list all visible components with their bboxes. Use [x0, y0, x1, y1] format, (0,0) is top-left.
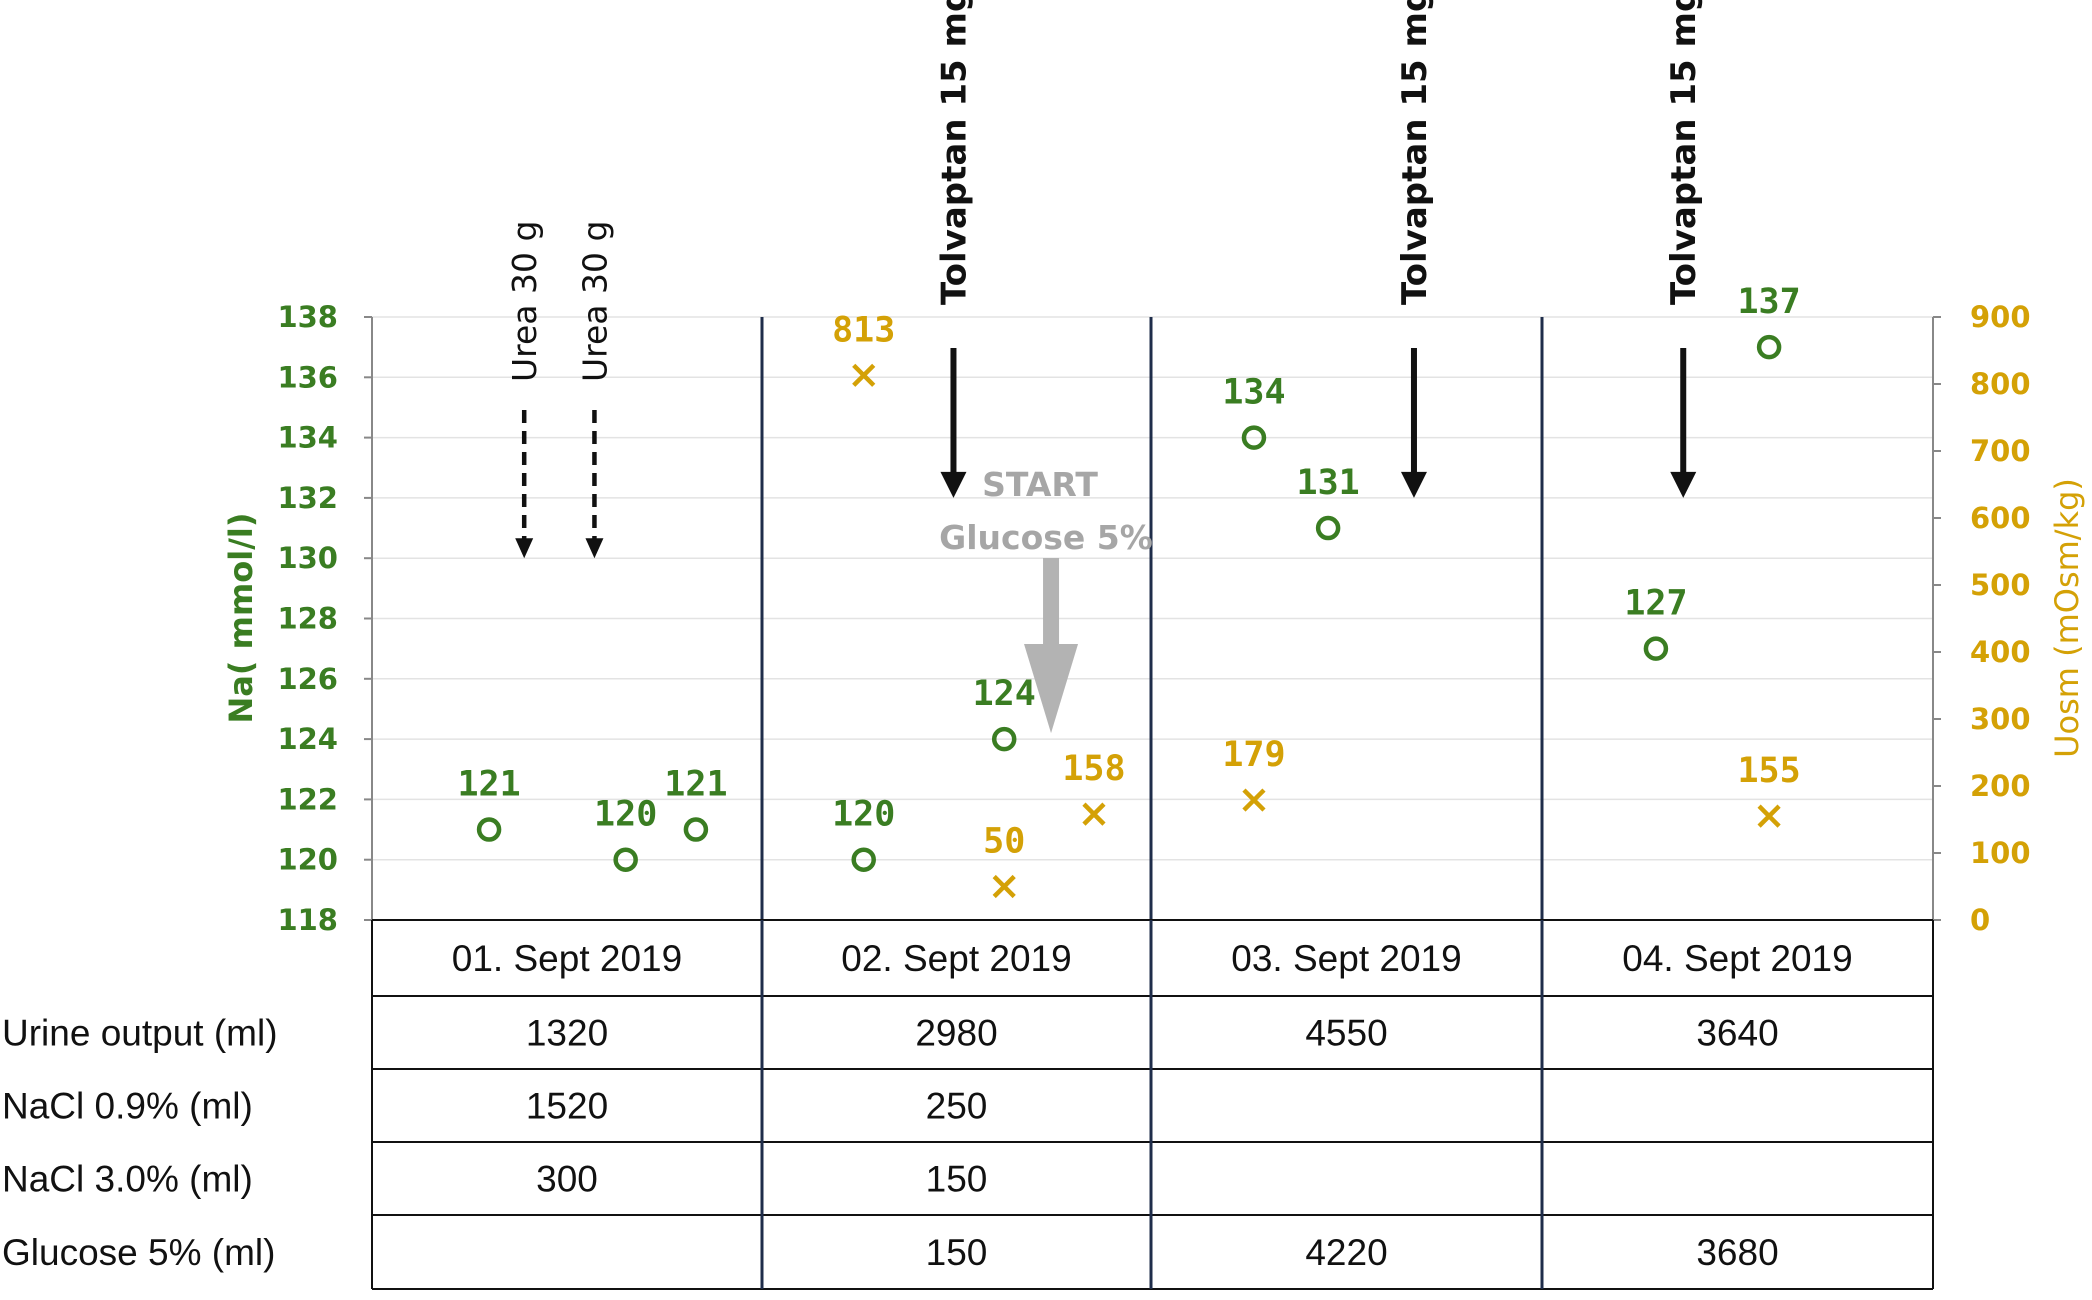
row-label: Urine output (ml) [2, 1013, 278, 1054]
left-tick-label: 136 [277, 360, 338, 394]
uosm-value-label: 50 [983, 822, 1025, 862]
uosm-point [1082, 802, 1106, 826]
uosm-point [1757, 804, 1781, 828]
na-point [1315, 515, 1341, 541]
uosm-point [852, 363, 876, 387]
uosm-value-label: 179 [1222, 735, 1285, 775]
table-cell: 250 [926, 1086, 988, 1127]
na-value-label: 127 [1624, 584, 1687, 624]
left-tick-label: 124 [277, 722, 338, 756]
row-label: NaCl 0.9% (ml) [2, 1086, 253, 1127]
urea-arrow-head [585, 538, 604, 559]
na-point [851, 847, 876, 872]
uosm-value-label: 813 [832, 310, 895, 350]
right-tick-label: 500 [1970, 568, 2031, 602]
right-tick-label: 400 [1970, 635, 2031, 669]
uosm-value-label: 158 [1062, 749, 1125, 789]
right-tick-label: 700 [1970, 434, 2031, 468]
table-cell: 4550 [1305, 1013, 1387, 1054]
na-point [1241, 425, 1267, 450]
right-tick-label: 0 [1970, 903, 1990, 937]
left-tick-label: 130 [277, 541, 338, 575]
table-cell: 1520 [526, 1086, 608, 1127]
left-axis-title: Na( mmol/l) [222, 512, 260, 723]
annotations: Urea 30 g Urea 30 g Tolvaptan 15 mg Tolvapt… [505, 0, 1704, 734]
na-value-label: 121 [457, 765, 520, 805]
left-tick-label: 134 [277, 421, 338, 455]
na-value-label: 134 [1222, 373, 1285, 413]
na-value-label: 121 [664, 765, 727, 805]
na-point [1643, 636, 1669, 661]
tolvaptan-dose-label: Tolvaptan 15 mg [1664, 0, 1704, 305]
right-axis-title: Uosm (mOsm/kg) [2048, 478, 2086, 758]
day-header: 02. Sept 2019 [841, 938, 1071, 979]
data-table: 01. Sept 2019 02. Sept 2019 03. Sept 2019 0… [2, 919, 1934, 1290]
gridlines [372, 316, 1933, 920]
row-label: Glucose 5% (ml) [2, 1232, 275, 1273]
na-value-label: 120 [594, 795, 657, 835]
day-header: 03. Sept 2019 [1231, 938, 1461, 979]
urea-dose-label: Urea 30 g [575, 221, 614, 382]
table-cell: 3680 [1696, 1232, 1778, 1273]
left-tick-label: 138 [277, 300, 338, 334]
na-point [613, 847, 638, 872]
table-cell: 4220 [1305, 1232, 1387, 1273]
na-value-label: 120 [832, 795, 895, 835]
na-value-label: 137 [1737, 282, 1800, 322]
left-tick-label: 132 [277, 481, 338, 515]
glucose-arrow-shaft [1043, 558, 1060, 646]
tolvaptan-arrow-head [1670, 471, 1697, 498]
right-tick-label: 100 [1970, 836, 2031, 870]
axes: 118 120 122 124 126 128 130 132 134 136 138 0 100 200… [222, 300, 2086, 937]
left-tick-label: 128 [277, 602, 338, 636]
day-header: 04. Sept 2019 [1622, 938, 1852, 979]
table-cell: 3640 [1696, 1013, 1778, 1054]
row-label: NaCl 3.0% (ml) [2, 1159, 253, 1200]
na-value-label: 124 [973, 674, 1036, 714]
glucose-arrow-head [1024, 644, 1079, 734]
left-tick-label: 122 [277, 782, 338, 816]
urea-dose-label: Urea 30 g [505, 221, 544, 382]
table-cell: 2980 [915, 1013, 997, 1054]
day-header: 01. Sept 2019 [452, 938, 682, 979]
table-cell: 1320 [526, 1013, 608, 1054]
left-tick-label: 120 [277, 843, 338, 877]
tolvaptan-arrow-head [940, 471, 967, 498]
na-point [683, 817, 709, 842]
tolvaptan-arrow-head [1400, 471, 1427, 498]
table-cell: 300 [536, 1159, 598, 1200]
table-cell: 150 [926, 1159, 988, 1200]
uosm-point [1242, 788, 1266, 812]
tolvaptan-dose-label: Tolvaptan 15 mg [1395, 0, 1435, 305]
uosm-value-label: 155 [1737, 751, 1800, 791]
left-tick-label: 118 [277, 903, 338, 937]
right-tick-label: 800 [1970, 367, 2031, 401]
urea-arrow-head [515, 538, 534, 559]
na-value-label: 131 [1297, 463, 1360, 503]
right-tick-label: 300 [1970, 702, 2031, 736]
glucose-start-label: START [982, 465, 1098, 504]
table-cell: 150 [926, 1232, 988, 1273]
glucose-start-label: Glucose 5% [939, 518, 1153, 557]
uosm-point [992, 874, 1016, 899]
na-point [1756, 334, 1782, 360]
right-tick-label: 900 [1970, 300, 2031, 334]
right-tick-label: 600 [1970, 501, 2031, 535]
tolvaptan-dose-label: Tolvaptan 15 mg [934, 0, 974, 305]
na-point [991, 726, 1017, 752]
left-tick-label: 126 [277, 662, 338, 696]
na-point [476, 817, 502, 842]
right-tick-label: 200 [1970, 769, 2031, 803]
